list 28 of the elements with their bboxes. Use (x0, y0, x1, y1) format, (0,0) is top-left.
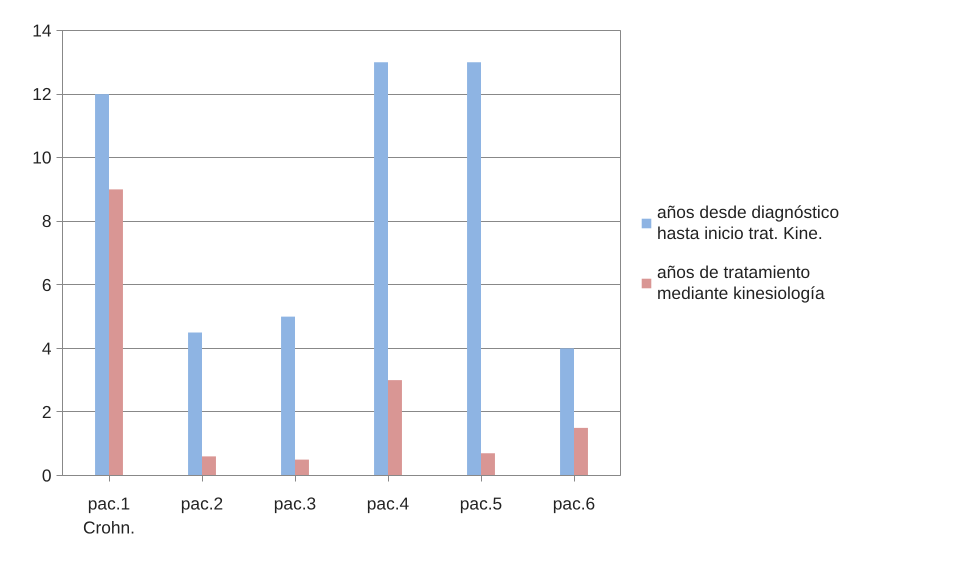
bar (281, 316, 295, 476)
x-tick-label: pac.6 (552, 494, 596, 514)
x-tick-label: pac.2 (180, 494, 224, 514)
legend-label: años desde diagnóstico hasta inicio trat. Kine. (657, 202, 840, 244)
y-tick-label: 12 (32, 84, 52, 104)
bar (295, 460, 309, 476)
bar (95, 94, 109, 476)
bar (109, 189, 123, 476)
bar (188, 332, 202, 476)
bar (467, 62, 481, 476)
y-tick-label: 14 (32, 20, 52, 40)
y-tick-label: 4 (42, 338, 52, 358)
bar (388, 380, 402, 476)
y-tick-label: 8 (42, 211, 52, 232)
x-tick-label: pac.3 (274, 494, 316, 514)
bar (574, 428, 588, 476)
x-tick-label: pac.5 (460, 494, 502, 514)
y-tick-label: 0 (42, 466, 52, 486)
bar (374, 62, 388, 476)
y-tick-label: 6 (42, 274, 52, 295)
bar (481, 453, 495, 476)
x-tick-label: pac.1 Crohn. (82, 494, 136, 538)
y-tick-label: 10 (32, 148, 52, 168)
bar (202, 456, 216, 476)
x-tick-label: pac.4 (366, 494, 410, 514)
bar (560, 348, 574, 476)
legend-label: años de tratamiento mediante kinesiología (657, 262, 825, 304)
y-tick-label: 2 (42, 402, 52, 422)
